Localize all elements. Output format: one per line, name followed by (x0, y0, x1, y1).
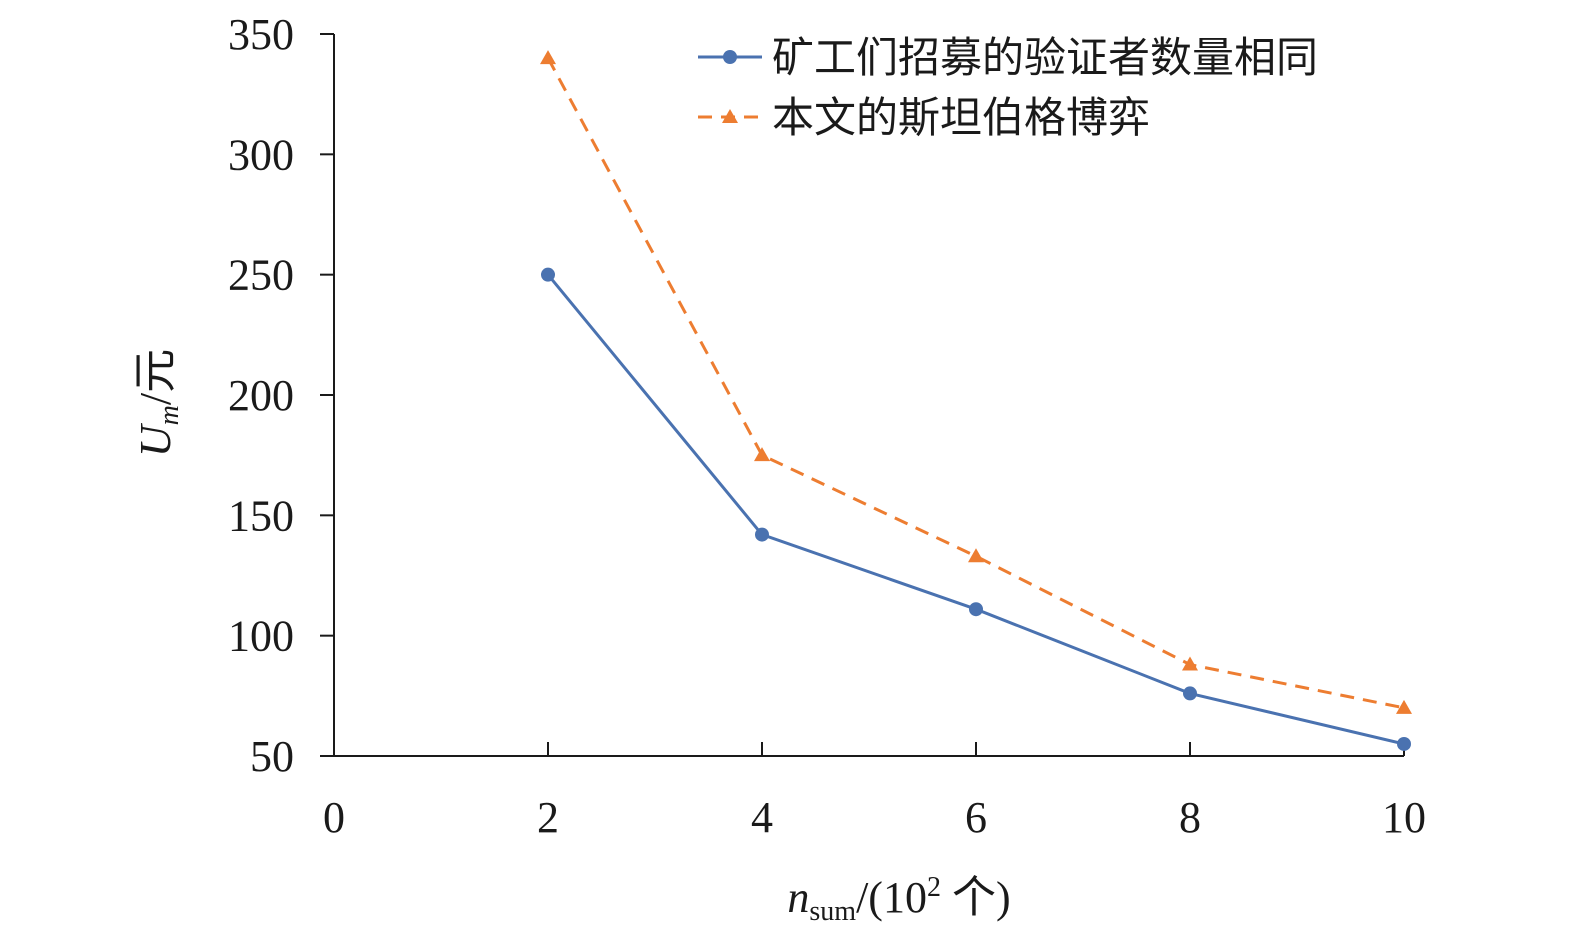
x-tick-label: 0 (323, 793, 345, 842)
series-1-point (541, 267, 555, 282)
x-tick-label: 6 (965, 793, 987, 842)
y-tick-label: 200 (228, 371, 294, 420)
x-axis-subscript: sum (809, 896, 856, 927)
legend-label-series-2: 本文的斯坦伯格博弈 (772, 93, 1150, 142)
y-tick-label: 100 (228, 612, 294, 661)
x-axis-symbol: n (787, 873, 809, 922)
x-tick-label: 10 (1382, 793, 1426, 842)
y-tick-label: 300 (228, 130, 294, 179)
x-axis-ticks: 0 2 4 6 8 10 (323, 742, 1426, 842)
y-axis-unit: /元 (131, 349, 180, 405)
y-tick-label: 150 (228, 491, 294, 540)
series-layer (540, 50, 1412, 751)
series-2-point (540, 50, 556, 65)
series-1-point (1397, 736, 1411, 751)
x-axis-title: nsum/(102 个) (787, 872, 1010, 927)
y-tick-label: 250 (228, 251, 294, 300)
y-axis-subscript: m (154, 405, 185, 425)
legend-item-series-2: 本文的斯坦伯格博弈 (698, 93, 1150, 142)
series-2-point (754, 447, 770, 462)
series-1-point (1183, 686, 1197, 701)
series-1-point (969, 602, 983, 617)
series-2-point (1182, 656, 1198, 671)
legend-label-series-1: 矿工们招募的验证者数量相同 (772, 33, 1318, 82)
series-2-point (968, 548, 984, 563)
series-line-2 (546, 57, 1405, 710)
legend-marker-triangle (722, 109, 738, 123)
x-tick-label: 4 (751, 793, 773, 842)
x-axis-superscript: 2 (927, 872, 941, 903)
series-2-point (1396, 699, 1412, 714)
x-tick-label: 2 (537, 793, 559, 842)
axes (333, 34, 1404, 757)
y-axis-ticks: 50 100 150 200 250 300 350 (228, 10, 334, 781)
legend-item-series-1: 矿工们招募的验证者数量相同 (698, 33, 1318, 82)
y-axis-title: Um/元 (131, 349, 185, 457)
y-axis-symbol: U (131, 422, 180, 457)
series-line-1 (546, 273, 1405, 746)
x-axis-unit: 个) (941, 873, 1011, 922)
legend-marker-circle (723, 50, 737, 64)
series-1-point (755, 527, 769, 542)
y-tick-label: 350 (228, 10, 294, 59)
x-tick-label: 8 (1179, 793, 1201, 842)
x-axis-prefix: /(10 (856, 873, 927, 922)
legend: 矿工们招募的验证者数量相同 本文的斯坦伯格博弈 (698, 33, 1318, 142)
y-tick-label: 50 (250, 732, 294, 781)
